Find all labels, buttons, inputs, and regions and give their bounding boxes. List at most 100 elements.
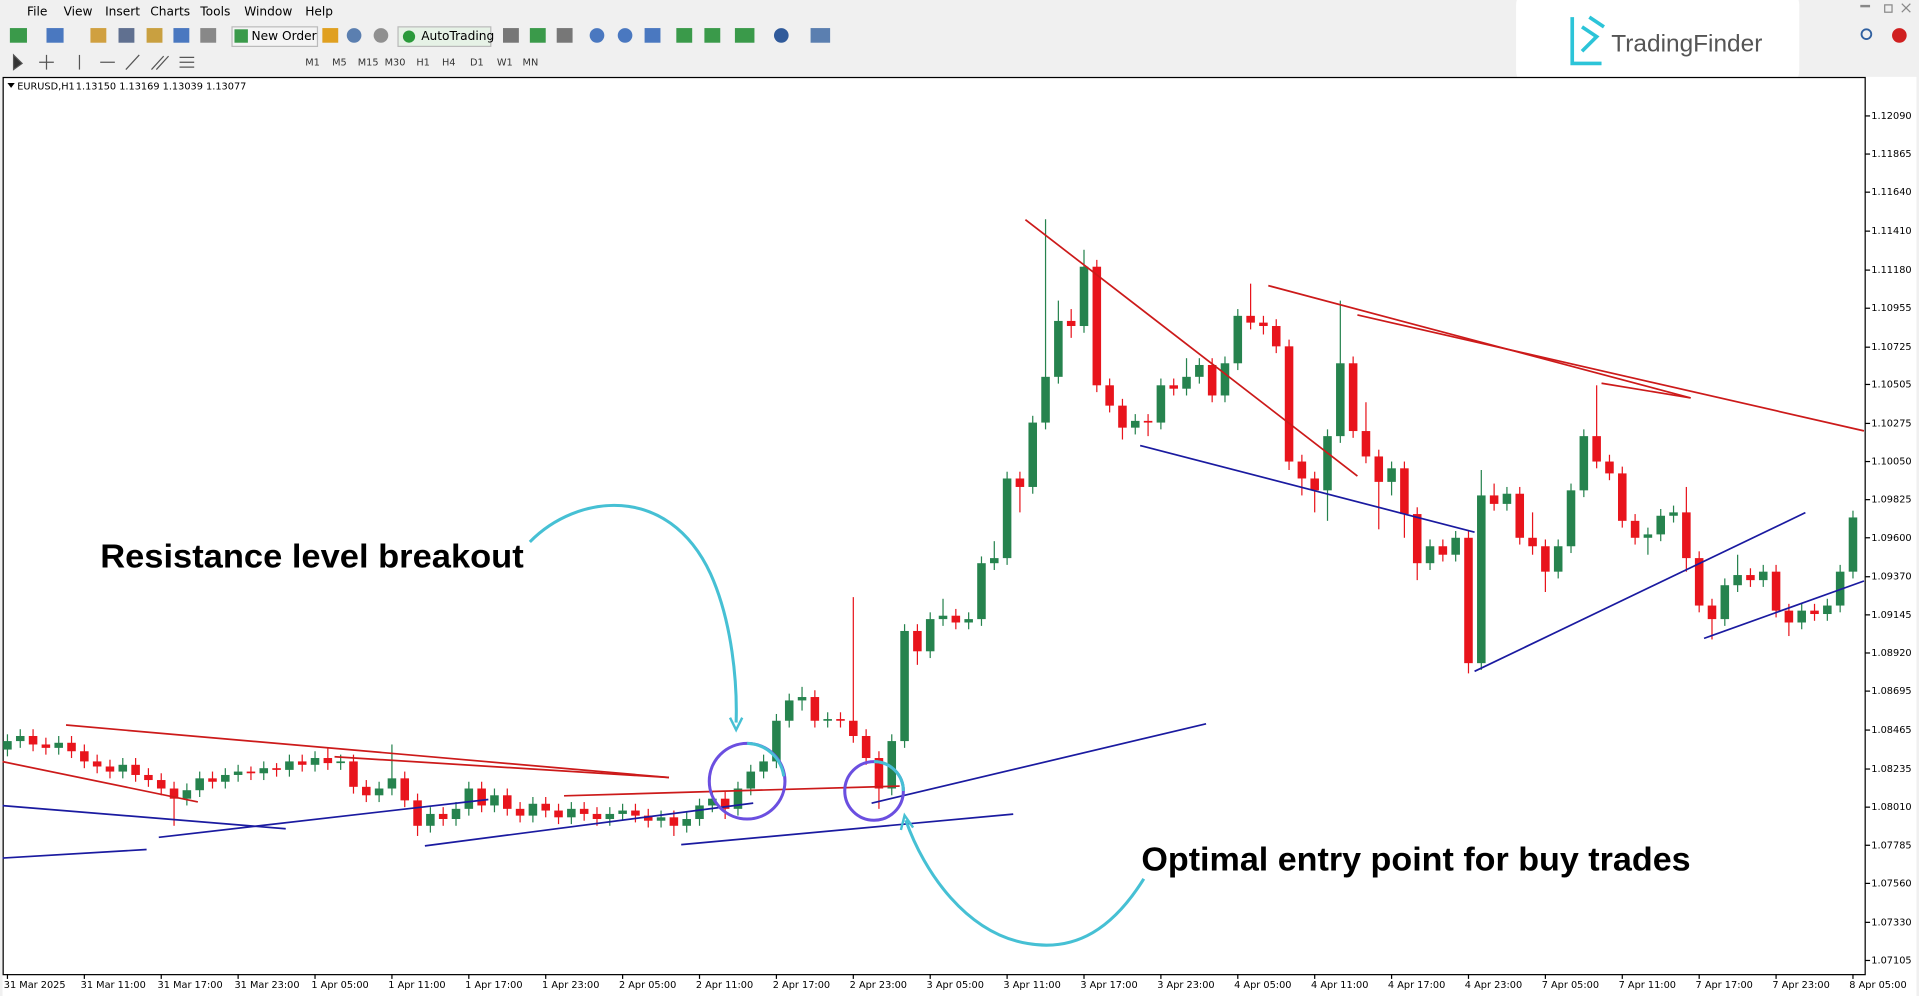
candle-body xyxy=(618,810,627,814)
candle-body xyxy=(144,774,153,781)
icon[interactable] xyxy=(373,28,389,43)
menu-item[interactable]: Charts xyxy=(150,5,190,19)
menu-item[interactable]: View xyxy=(64,5,93,19)
candle-body xyxy=(1195,364,1204,377)
candle-body xyxy=(1220,363,1230,396)
candle-body xyxy=(1105,385,1114,406)
candle-body xyxy=(1758,571,1768,581)
minimize-button[interactable] xyxy=(1860,4,1871,8)
icon[interactable] xyxy=(173,28,190,43)
candle-body xyxy=(477,788,486,806)
tool-cursor[interactable] xyxy=(12,53,24,71)
icon[interactable] xyxy=(773,28,789,43)
resistance-line xyxy=(334,755,670,779)
icon[interactable] xyxy=(556,28,573,43)
candle-body xyxy=(1323,436,1332,491)
tool-trendline[interactable] xyxy=(125,54,140,70)
new-order-button[interactable] xyxy=(231,26,319,47)
candle-body xyxy=(169,788,179,799)
menu-item[interactable]: Window xyxy=(244,5,292,19)
candle-body xyxy=(1848,517,1858,572)
auto-trading-button[interactable] xyxy=(397,26,492,47)
icon[interactable] xyxy=(503,28,519,43)
menu-item[interactable]: Tools xyxy=(199,5,230,19)
x-tick-label: 3 Apr 23:00 xyxy=(1157,980,1214,991)
candle-body xyxy=(797,697,807,701)
timeframe-button[interactable]: D1 xyxy=(470,57,484,68)
icon[interactable] xyxy=(810,28,831,43)
candle-body xyxy=(41,744,51,748)
tool-fibo[interactable] xyxy=(179,56,195,68)
candle-body xyxy=(1707,605,1717,620)
icon[interactable] xyxy=(200,28,217,43)
icon[interactable] xyxy=(644,28,661,43)
icon[interactable] xyxy=(90,28,107,43)
candle-body xyxy=(1810,610,1819,615)
menu-item[interactable]: Help xyxy=(305,5,333,19)
candle-body xyxy=(67,742,76,752)
icon[interactable] xyxy=(322,28,339,43)
icon[interactable] xyxy=(346,28,362,43)
candle-body xyxy=(836,719,845,721)
candle-body xyxy=(528,803,538,816)
icon[interactable] xyxy=(734,28,755,43)
timeframe-button[interactable]: MN xyxy=(523,57,539,68)
candle-body xyxy=(1823,605,1832,615)
x-tick-label: 2 Apr 23:00 xyxy=(850,980,907,991)
icon[interactable] xyxy=(617,28,633,43)
candle-body xyxy=(977,563,986,620)
y-tick-label: 1.12090 xyxy=(1871,111,1911,122)
candle-body xyxy=(1566,490,1576,547)
timeframe-button[interactable]: W1 xyxy=(497,57,513,68)
x-tick-label: 8 Apr 05:00 xyxy=(1849,980,1906,991)
timeframe-button[interactable]: M5 xyxy=(332,57,347,68)
icon[interactable] xyxy=(676,28,693,43)
tool-crosshair[interactable] xyxy=(39,54,54,70)
timeframe-button[interactable]: M30 xyxy=(385,57,406,68)
chart-background xyxy=(2,76,1917,996)
candle-body xyxy=(1156,385,1166,423)
candle-body xyxy=(541,803,550,811)
drawing-tools xyxy=(12,53,195,71)
y-tick-label: 1.07105 xyxy=(1871,955,1911,966)
y-tick-label: 1.10050 xyxy=(1871,457,1911,468)
icon[interactable] xyxy=(146,28,163,43)
y-tick-label: 1.08010 xyxy=(1871,802,1911,813)
candle-body xyxy=(400,778,410,801)
search-icon[interactable] xyxy=(1860,28,1873,40)
timeframe-button[interactable]: H1 xyxy=(416,57,430,68)
candle-body xyxy=(1207,364,1217,396)
logo-icon xyxy=(1570,15,1605,66)
candle-body xyxy=(1246,315,1255,323)
icon[interactable] xyxy=(9,28,27,43)
candle-body xyxy=(849,720,858,736)
support-line xyxy=(424,802,754,847)
candle-body xyxy=(1143,420,1153,423)
y-tick-label: 1.08920 xyxy=(1871,648,1911,659)
tool-channel[interactable] xyxy=(151,55,170,70)
timeframe-button[interactable]: H4 xyxy=(442,57,456,68)
candle-body xyxy=(246,771,256,774)
close-button[interactable] xyxy=(1901,3,1911,13)
chart-symbol: EURUSD,H1 xyxy=(17,82,75,93)
timeframe-button[interactable]: M1 xyxy=(305,57,320,68)
timeframe-button[interactable]: M15 xyxy=(358,57,379,68)
notification-icon[interactable] xyxy=(1892,28,1907,43)
logo-text: TradingFinder xyxy=(1611,31,1762,58)
restore-button[interactable] xyxy=(1884,4,1893,13)
icon[interactable] xyxy=(704,28,721,43)
icon[interactable] xyxy=(46,28,64,43)
y-tick-label: 1.11180 xyxy=(1871,265,1911,276)
candle-body xyxy=(874,758,884,789)
menu-item[interactable]: Insert xyxy=(105,5,140,19)
candle-body xyxy=(900,630,909,742)
y-tick-label: 1.10955 xyxy=(1871,303,1911,314)
arrow-head xyxy=(899,812,915,831)
icon[interactable] xyxy=(118,28,135,43)
icon[interactable] xyxy=(529,28,546,43)
icon[interactable] xyxy=(589,28,605,43)
candle-body xyxy=(682,819,691,826)
candle-body xyxy=(746,771,756,789)
menu-item[interactable]: File xyxy=(27,5,47,19)
